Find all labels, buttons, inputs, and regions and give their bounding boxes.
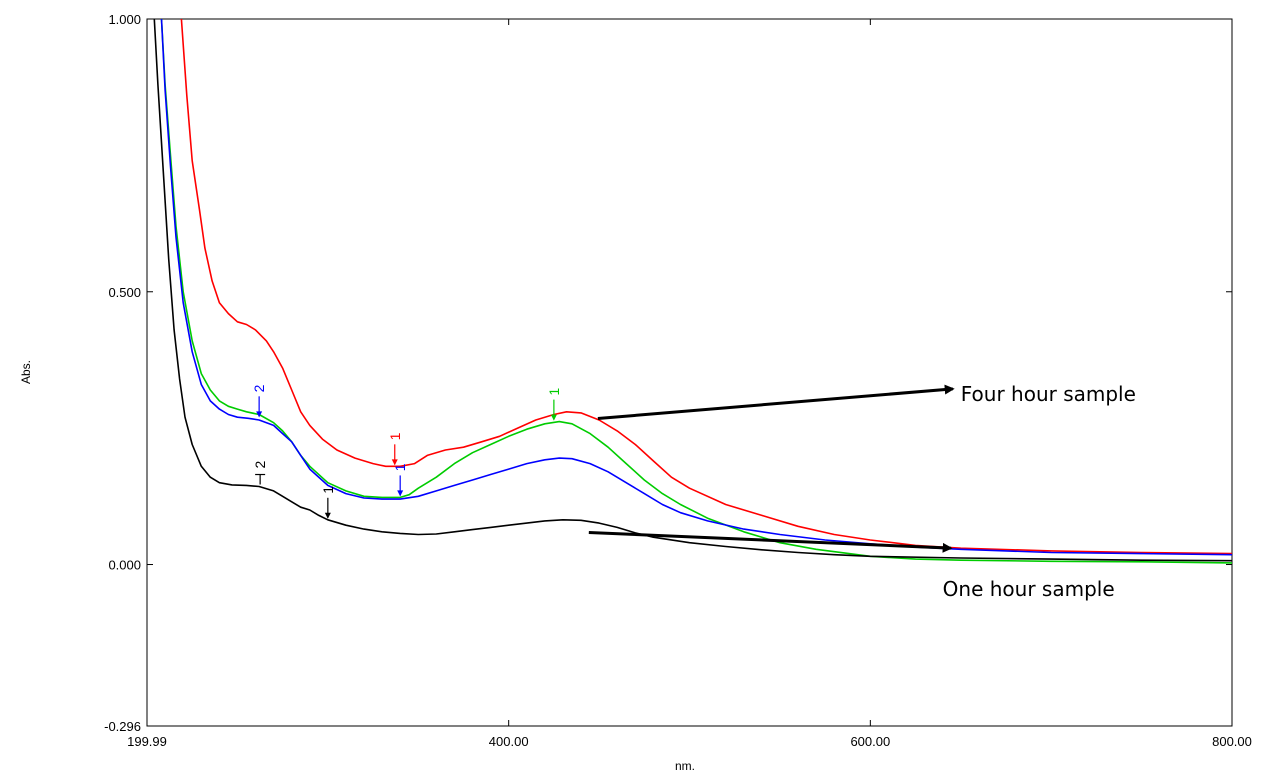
x-tick-label: 400.00 <box>489 734 529 749</box>
annotations-group: Four hour sample One hour sample <box>588 382 1136 601</box>
spectrum-line-2 <box>160 19 1232 564</box>
y-tick-label: 0.000 <box>108 558 141 573</box>
plot-frame <box>146 18 1233 727</box>
series-group <box>153 19 1232 564</box>
peak-markers-group: 2 1 1 1 2 1 <box>251 384 562 519</box>
y-tick-label: 1.000 <box>108 12 141 27</box>
peak-label: 1 <box>546 388 562 396</box>
annotation-text: Four hour sample <box>961 382 1136 406</box>
x-tick-label: 800.00 <box>1212 734 1252 749</box>
x-tick-label: 199.99 <box>127 734 167 749</box>
annotation-arrow <box>597 384 955 421</box>
x-axis-title: nm. <box>675 759 695 772</box>
y-tick-label: -0.296 <box>104 719 141 734</box>
peak-label: 2 <box>251 384 267 392</box>
peak-label: 2 <box>252 461 268 469</box>
annotation-arrow <box>588 531 953 553</box>
spectrum-line-3 <box>160 19 1232 556</box>
peak-label: 1 <box>392 463 408 471</box>
spectrum-line-1 <box>180 19 1232 555</box>
peak-label: 1 <box>387 432 403 440</box>
peak-marker-arrow <box>391 459 398 466</box>
peak-marker-arrow <box>324 512 331 519</box>
y-tick-label: 0.500 <box>108 285 141 300</box>
axis-ticks: 199.99 400.00 600.00 800.00 1.000 0.500 0.000 -… <box>104 12 1252 749</box>
peak-marker-arrow <box>550 414 557 421</box>
annotation-text: One hour sample <box>943 577 1115 601</box>
peak-label: 1 <box>320 486 336 494</box>
peak-marker-arrow <box>256 411 263 418</box>
y-axis-title: Abs. <box>19 360 33 384</box>
x-tick-label: 600.00 <box>850 734 890 749</box>
spectrum-line-4 <box>153 19 1232 562</box>
peak-marker-arrow <box>397 490 404 497</box>
